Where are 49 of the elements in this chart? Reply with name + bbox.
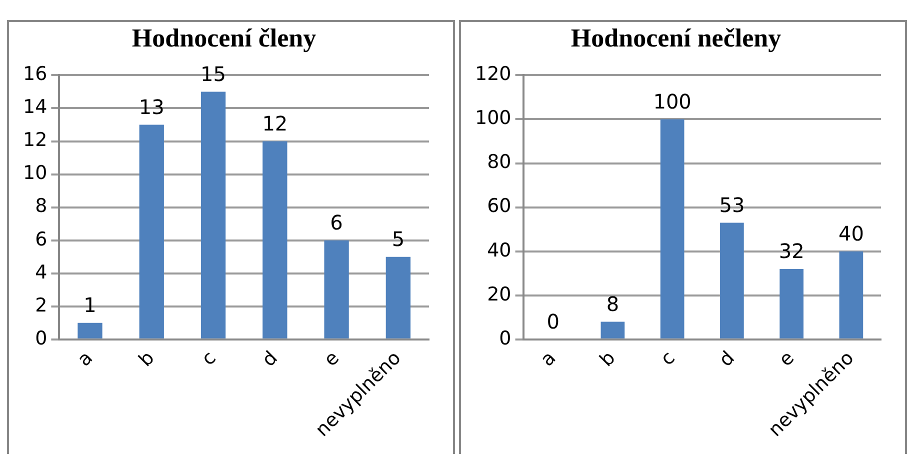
bar — [200, 92, 226, 338]
x-tick-label: c — [656, 346, 680, 370]
x-tick-label: a — [536, 346, 560, 371]
data-label: 0 — [546, 310, 560, 334]
data-label: 8 — [606, 292, 620, 316]
data-label: 12 — [262, 111, 288, 136]
data-label: 32 — [778, 239, 804, 264]
y-tick-label: 0 — [35, 327, 48, 350]
chart-title: Hodnocení členy — [132, 23, 316, 52]
x-tick-label: a — [73, 346, 98, 371]
data-label: 100 — [653, 89, 692, 114]
bar — [262, 141, 288, 338]
data-label: 5 — [392, 227, 405, 252]
data-label: 15 — [200, 62, 226, 86]
y-tick-label: 120 — [475, 63, 512, 86]
y-tick-label: 20 — [487, 283, 512, 306]
y-tick-label: 2 — [35, 294, 48, 316]
bar — [720, 222, 744, 338]
chart-title: Hodnocení nečleny — [570, 23, 782, 52]
bar — [660, 119, 684, 338]
y-tick-label: 60 — [487, 195, 512, 218]
x-tick-label: b — [596, 346, 620, 372]
y-tick-label: 16 — [22, 63, 48, 86]
x-tick-label: c — [197, 346, 220, 370]
y-tick-label: 4 — [35, 261, 48, 284]
data-label: 1 — [84, 293, 96, 318]
y-tick-label: 40 — [487, 239, 512, 262]
x-tick-label: d — [258, 346, 282, 372]
y-tick-label: 6 — [35, 228, 48, 250]
y-tick-label: 12 — [22, 129, 48, 152]
data-label: 13 — [138, 94, 164, 119]
bar — [78, 322, 102, 338]
data-label: 6 — [330, 210, 343, 235]
bar — [386, 256, 411, 338]
x-tick-label: b — [134, 346, 159, 372]
x-tick-label: d — [714, 346, 739, 372]
y-tick-label: 10 — [22, 162, 48, 184]
bar — [600, 322, 625, 338]
y-tick-label: 0 — [499, 327, 512, 350]
bar — [780, 268, 804, 338]
y-tick-label: 14 — [22, 96, 48, 118]
data-label: 53 — [719, 192, 745, 217]
bar — [139, 124, 164, 338]
y-tick-label: 80 — [487, 151, 512, 174]
y-tick-label: 8 — [35, 195, 48, 218]
data-label: 40 — [838, 222, 864, 246]
bar — [839, 251, 864, 338]
y-tick-label: 100 — [475, 107, 512, 130]
bar — [324, 240, 349, 338]
